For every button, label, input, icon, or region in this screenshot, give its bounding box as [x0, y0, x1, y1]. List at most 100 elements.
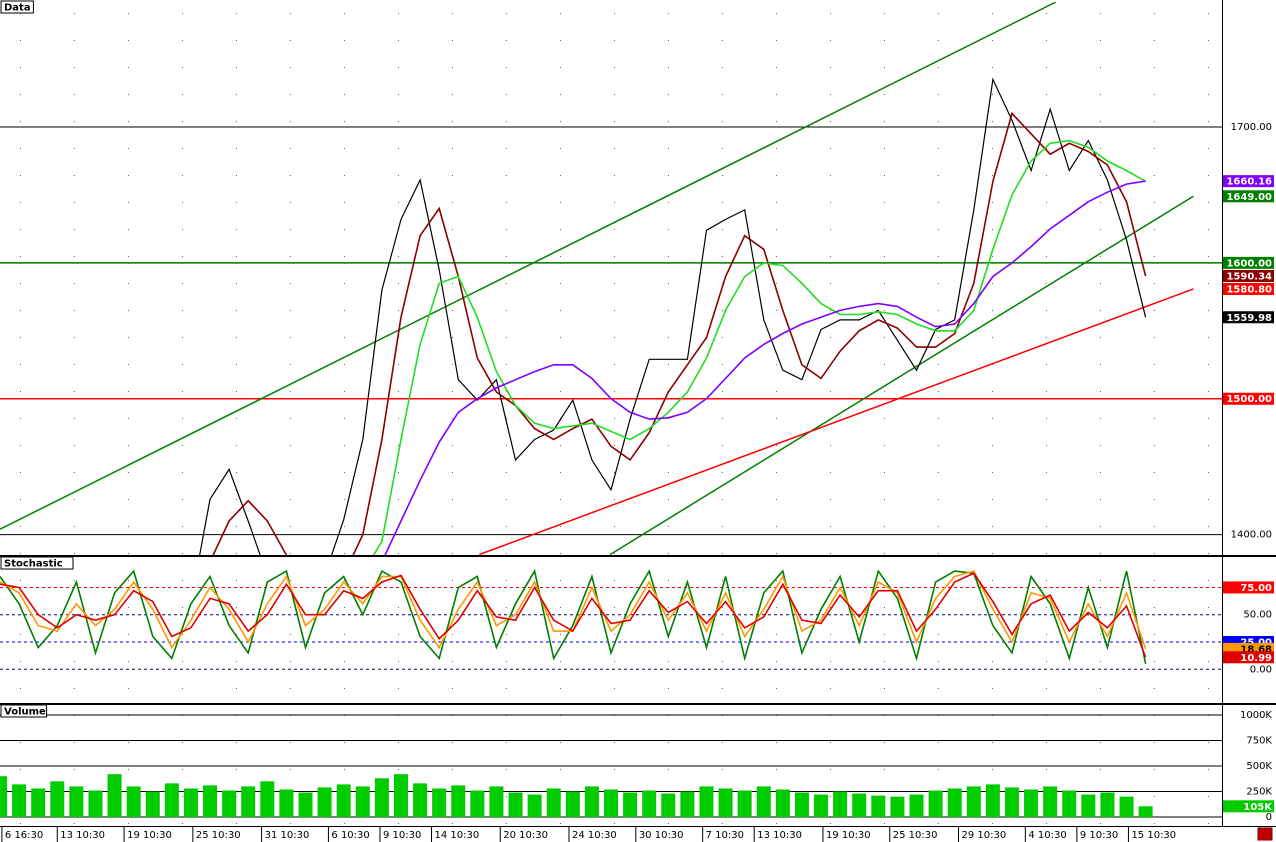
panel-title: Data — [4, 3, 31, 14]
dot-grid — [0, 0, 1222, 826]
volume-bar — [279, 789, 294, 818]
trend-value-label: 1580.80 — [1226, 284, 1272, 295]
volume-bar — [126, 786, 141, 818]
series-line — [0, 568, 1147, 664]
volume-bar — [623, 792, 638, 818]
x-tick-label: 9 10:30 — [383, 830, 421, 841]
volume-bar — [145, 791, 160, 818]
x-tick-label: 29 10:30 — [962, 830, 1007, 841]
panel — [0, 714, 1222, 818]
trend-value-label-box — [1223, 190, 1274, 203]
level-label-box — [1223, 392, 1274, 405]
y-tick-label: 0.00 — [1250, 664, 1272, 675]
x-tick-label: 9 10:30 — [1080, 830, 1118, 841]
x-tick-label: 13 10:30 — [757, 830, 802, 841]
series-line — [0, 572, 1147, 658]
level-label: 75.00 — [1240, 583, 1272, 594]
series-value-label-box — [1223, 269, 1274, 282]
y-tick-label: 1700.00 — [1231, 122, 1272, 133]
x-tick-label: 13 10:30 — [60, 830, 105, 841]
volume-bar — [775, 789, 790, 818]
series-value-label-box — [1223, 800, 1274, 813]
panel — [0, 2, 1222, 555]
y-tick-label: 250K — [1246, 787, 1272, 798]
volume-bar — [164, 783, 179, 818]
volume-bar — [355, 786, 370, 818]
x-tick-label: 6 16:30 — [5, 830, 43, 841]
volume-bar — [546, 788, 561, 818]
volume-bar — [928, 790, 943, 818]
volume-bar — [1138, 806, 1153, 818]
x-tick-label: 15 10:30 — [1131, 830, 1176, 841]
series-line — [199, 77, 1147, 555]
x-tick-label: 14 10:30 — [435, 830, 480, 841]
volume-bar — [966, 786, 981, 818]
scroll-button[interactable] — [1257, 827, 1273, 841]
volume-bar — [527, 794, 542, 818]
x-tick-label: 6 10:30 — [331, 830, 369, 841]
volume-bar — [393, 774, 408, 818]
y-tick-label: 1400.00 — [1231, 530, 1272, 541]
volume-bar — [1004, 787, 1019, 818]
volume-bar — [718, 788, 733, 818]
volume-bar — [890, 796, 905, 818]
volume-bar — [909, 794, 924, 818]
level-label: 1600.00 — [1226, 258, 1272, 269]
series-value-label: 105K — [1243, 802, 1273, 813]
series-value-label: 18.68 — [1240, 644, 1272, 655]
series-value-label-box — [1223, 311, 1274, 324]
volume-bar — [1100, 792, 1115, 818]
volume-bar — [432, 788, 447, 818]
series-line — [372, 139, 1146, 555]
volume-bar — [107, 774, 122, 818]
volume-bar — [1043, 786, 1058, 818]
volume-bar — [947, 788, 962, 818]
x-tick-label: 20 10:30 — [503, 830, 548, 841]
series-line — [212, 111, 1147, 555]
volume-bar — [183, 788, 198, 818]
level-label: 1500.00 — [1226, 394, 1272, 405]
volume-bar — [642, 790, 657, 818]
volume-bar — [241, 786, 256, 818]
volume-bar — [413, 783, 428, 818]
trend-line — [478, 288, 1194, 555]
volume-bar — [814, 794, 829, 818]
volume-bar — [985, 784, 1000, 818]
volume-bar — [661, 793, 676, 818]
volume-bar — [584, 786, 599, 818]
y-tick-label: 50.00 — [1243, 610, 1272, 621]
volume-bar — [69, 786, 84, 818]
level-label-box — [1223, 256, 1274, 269]
volume-bar — [88, 790, 103, 818]
series-value-label: 1559.98 — [1226, 313, 1272, 324]
volume-bar — [680, 791, 695, 818]
trend-line — [0, 2, 1057, 530]
series-line — [384, 180, 1146, 555]
volume-bar — [50, 781, 65, 818]
volume-bar — [470, 790, 485, 818]
volume-bar — [756, 786, 771, 818]
series-value-label: 1660.16 — [1226, 177, 1272, 188]
volume-bar — [794, 792, 809, 818]
volume-bar — [222, 790, 237, 818]
series-value-label: 10.99 — [1240, 653, 1272, 664]
level-label-box — [1223, 581, 1274, 594]
volume-bar — [699, 786, 714, 818]
panel-title: Volume — [4, 707, 46, 718]
x-tick-label: 19 10:30 — [826, 830, 871, 841]
volume-bar — [1081, 794, 1096, 818]
panel-title-box — [0, 704, 48, 718]
y-tick-label: 500K — [1246, 761, 1272, 772]
y-tick-label: 0 — [1266, 812, 1272, 823]
volume-bar — [1119, 796, 1134, 818]
volume-bar — [604, 789, 618, 818]
y-tick-label: 1000K — [1240, 710, 1272, 721]
volume-bar — [31, 788, 46, 818]
volume-bar — [508, 792, 523, 818]
x-tick-label: 25 10:30 — [893, 830, 938, 841]
volume-bar — [0, 776, 7, 818]
volume-bar — [336, 784, 351, 818]
x-tick-label: 4 10:30 — [1028, 830, 1066, 841]
